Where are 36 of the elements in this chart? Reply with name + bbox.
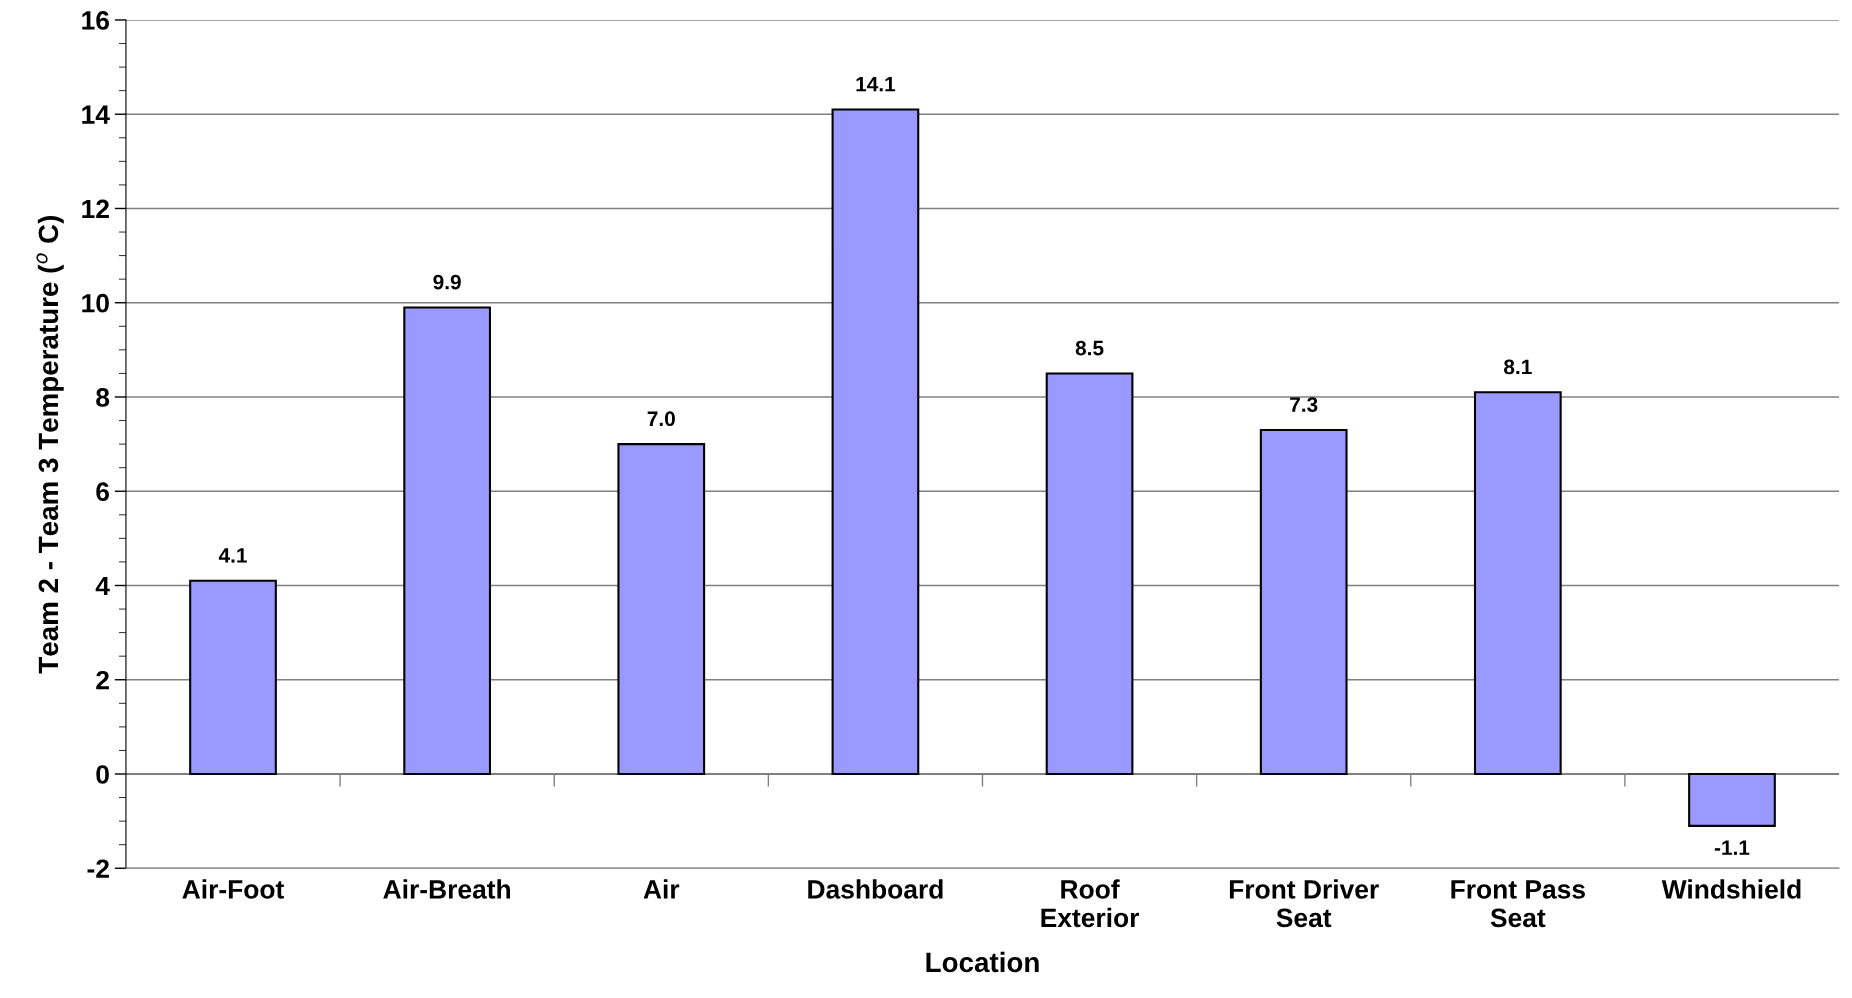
x-tick-label: Front Driver Seat bbox=[1229, 879, 1379, 928]
bar bbox=[403, 306, 492, 776]
y-tick-label: 2 bbox=[96, 670, 109, 690]
x-axis-title: Location bbox=[926, 951, 1039, 973]
x-tick-label: Front Pass Seat bbox=[1451, 880, 1585, 928]
y-tick-label: 8 bbox=[96, 388, 110, 407]
data-label: -1.1 bbox=[1714, 840, 1750, 855]
bar bbox=[189, 579, 277, 776]
x-tick-label: Roof Exterior bbox=[1041, 879, 1140, 928]
y-tick-label: 10 bbox=[82, 293, 109, 313]
x-tick-label: Air-Foot bbox=[182, 879, 284, 899]
data-label: 4.1 bbox=[218, 548, 247, 563]
data-label: 7.0 bbox=[647, 411, 675, 427]
y-tick-label: 16 bbox=[82, 11, 110, 30]
bar bbox=[831, 108, 920, 776]
y-tick-label: -2 bbox=[87, 859, 109, 878]
x-tick-label: Air-Breath bbox=[383, 879, 511, 899]
y-axis-title: Team 2 - Team 3 Temperature ($^{o}$ C) bbox=[36, 216, 64, 674]
bar bbox=[1259, 428, 1348, 776]
x-tick-label: Windshield bbox=[1661, 879, 1801, 899]
y-tick-label: 4 bbox=[95, 576, 110, 596]
bar bbox=[617, 443, 706, 776]
data-label: 7.3 bbox=[1290, 397, 1318, 412]
bar bbox=[1473, 391, 1562, 776]
y-tick-label: 12 bbox=[82, 199, 109, 219]
data-label: 14.1 bbox=[856, 76, 896, 92]
bar bbox=[1045, 372, 1134, 776]
data-label: 8.5 bbox=[1075, 340, 1104, 356]
y-tick-label: 0 bbox=[96, 765, 109, 784]
data-label: 9.9 bbox=[433, 274, 461, 290]
data-label: 8.1 bbox=[1504, 359, 1532, 375]
y-tick-label: 14 bbox=[82, 105, 110, 124]
x-tick-label: Dashboard bbox=[808, 879, 943, 899]
x-tick-label: Air bbox=[643, 879, 680, 899]
y-tick-label: 6 bbox=[96, 482, 110, 502]
bar bbox=[1688, 772, 1776, 827]
